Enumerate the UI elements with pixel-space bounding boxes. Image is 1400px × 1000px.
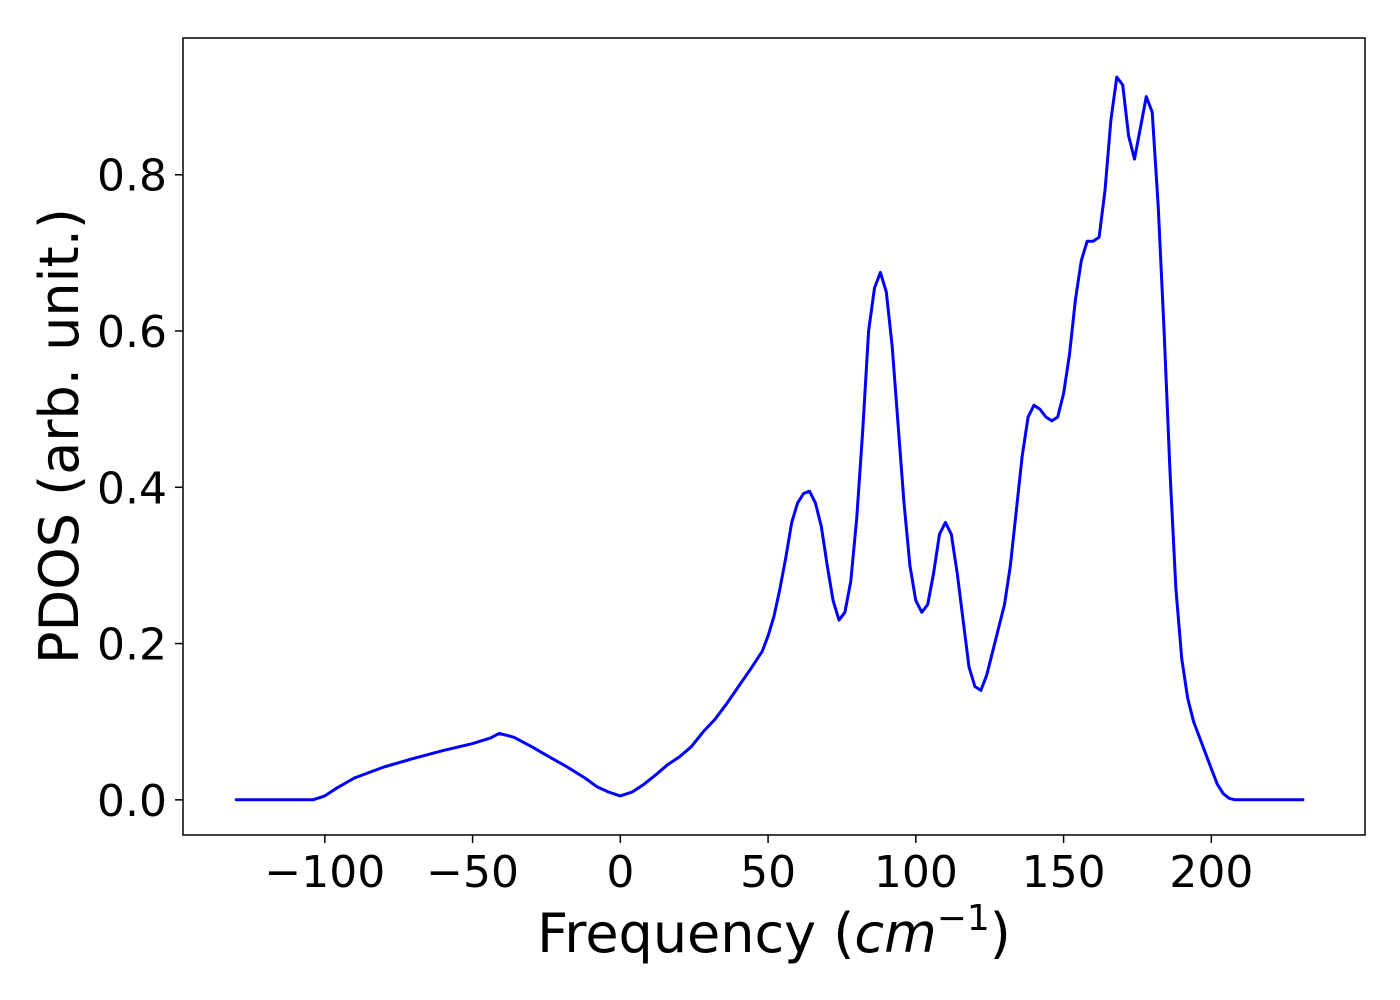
series-lines xyxy=(234,75,1305,802)
y-tick-label: 0.6 xyxy=(97,307,167,358)
y-tick-label: 0.0 xyxy=(97,776,167,827)
x-tick-label: 50 xyxy=(740,847,796,898)
x-tick-label: 150 xyxy=(1022,847,1106,898)
y-tick-label: 0.2 xyxy=(97,620,167,671)
plot-frame xyxy=(182,37,1366,836)
pdos-series-line xyxy=(234,75,1305,802)
y-tick-label: 0.4 xyxy=(97,463,167,514)
x-axis-ticks: −100 −50 0 50 100 150 200 xyxy=(264,835,1253,898)
x-tick-label: −50 xyxy=(426,847,519,898)
x-tick-label: 0 xyxy=(606,847,634,898)
x-axis-label: Frequency (cm−1) xyxy=(537,898,1011,965)
y-axis-ticks: 0.0 0.2 0.4 0.6 0.8 xyxy=(97,151,183,827)
y-axis-label: PDOS (arb. unit.) xyxy=(28,208,91,664)
y-tick-label: 0.8 xyxy=(97,151,167,202)
x-tick-label: −100 xyxy=(264,847,385,898)
x-tick-label: 100 xyxy=(874,847,958,898)
x-tick-label: 200 xyxy=(1169,847,1253,898)
